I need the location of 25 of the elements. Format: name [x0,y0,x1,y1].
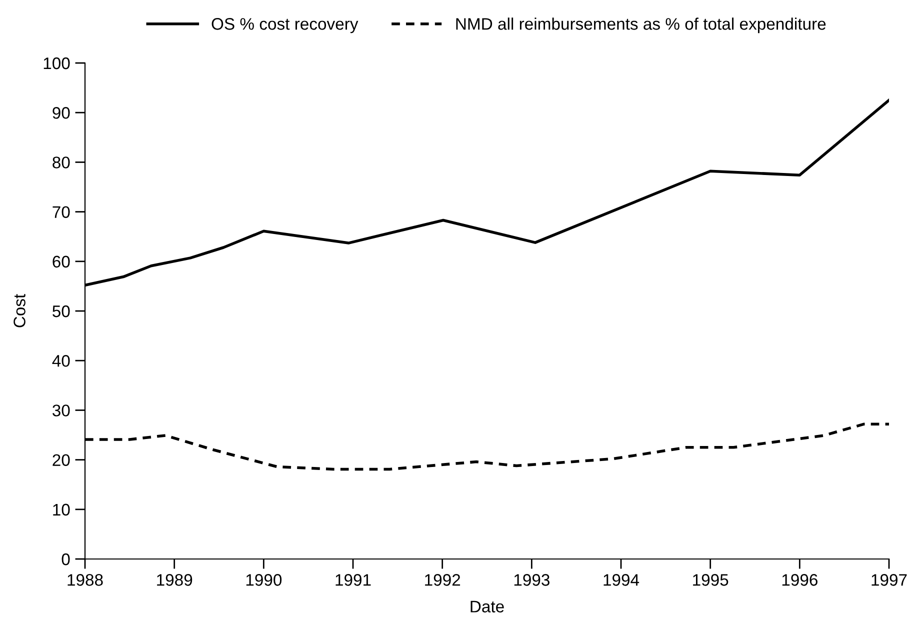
x-tick-label: 1994 [604,574,640,586]
y-tick-label: 60 [52,256,70,268]
x-tick-label: 1989 [157,574,192,586]
y-axis-title: Cost [14,294,26,328]
legend-label: OS % cost recovery [212,18,358,34]
x-tick-label: 1993 [514,574,550,586]
y-tick-label: 0 [62,553,70,566]
y-tick-label: 70 [52,206,70,218]
x-tick-label: 1997 [872,574,907,586]
legend-label: NMD all reimbursements as % of total expenditure [456,18,826,34]
y-tick-label: 80 [52,156,70,168]
y-tick-label: 30 [52,404,70,416]
y-tick-label: 10 [53,504,70,516]
y-tick-label: 50 [52,305,70,318]
x-axis-title: Date [470,600,504,612]
x-tick-label: 1992 [425,574,460,586]
y-tick-label: 40 [52,355,70,367]
x-tick-label: 1995 [693,574,728,586]
x-tick-label: 1988 [68,574,103,586]
x-tick-label: 1991 [336,574,371,586]
x-tick-label: 1990 [246,574,282,586]
x-tick-label: 1996 [782,574,818,586]
y-tick-label: 20 [52,454,70,466]
y-tick-label: 90 [52,107,70,119]
y-tick-label: 100 [44,57,70,70]
